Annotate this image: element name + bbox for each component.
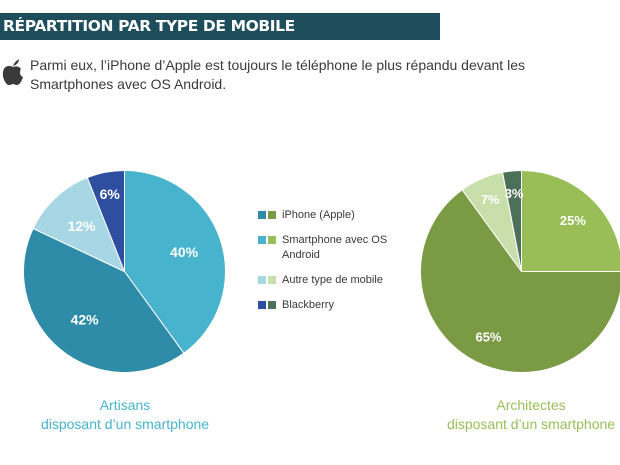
- pie-chart-artisans: 40% 42% 12%6%: [23, 169, 226, 373]
- section-title-bar: RÉPARTITION PAR TYPE DE MOBILE: [0, 13, 440, 40]
- pie-slice-blackberry: [501, 169, 522, 272]
- legend-swatch: [258, 236, 266, 244]
- pie-label-blackberry: 3%: [505, 186, 524, 201]
- legend-item-autre: Autre type de mobile: [258, 273, 398, 288]
- caption-artisans-line-2: disposant d’un smartphone: [40, 416, 210, 432]
- legend-label: Autre type de mobile: [282, 274, 383, 286]
- pie-label-autre: 12%: [68, 218, 97, 234]
- pie-slice-android: [124, 169, 226, 354]
- caption-artisans-line-1: Artisans: [99, 397, 151, 413]
- caption-architectes-line-1: Architectes: [496, 397, 566, 413]
- section-title: RÉPARTITION PAR TYPE DE MOBILE: [3, 17, 295, 35]
- caption-architectes-line-2: disposant d’un smartphone: [446, 416, 616, 432]
- apple-icon: [2, 59, 24, 85]
- legend-swatch: [258, 276, 266, 284]
- legend-swatch: [258, 211, 266, 219]
- pie-label-android: 40%: [170, 244, 199, 260]
- legend-item-blackberry: Blackberry: [258, 298, 398, 313]
- pie-label-iphone: 42%: [71, 312, 100, 328]
- intro-line-1: Parmi eux, l’iPhone d’Apple est toujours…: [30, 57, 525, 73]
- pie-slice-autre: [32, 176, 126, 273]
- caption-architectes: Architectes disposant d’un smartphone: [436, 396, 620, 434]
- intro-text: Parmi eux, l’iPhone d’Apple est toujours…: [30, 56, 550, 94]
- pie-chart-architectes: 25% 65% 7% 3%: [420, 169, 620, 373]
- legend: iPhone (Apple) Smartphone avec OS Androi…: [258, 208, 398, 323]
- legend-label: Blackberry: [282, 299, 334, 311]
- pie-slice-blackberry: [86, 169, 125, 272]
- pie-slice-iphone: [23, 227, 185, 373]
- caption-artisans: Artisans disposant d’un smartphone: [25, 396, 225, 434]
- legend-swatch: [268, 236, 276, 244]
- pie-slice-android: [521, 169, 620, 272]
- intro-line-2: Smartphones avec OS Android.: [30, 76, 227, 92]
- pie-label-autre: 7%: [481, 192, 500, 207]
- legend-swatch: [268, 276, 276, 284]
- legend-label: iPhone (Apple): [282, 209, 355, 221]
- pie-slice-iphone: [420, 189, 620, 373]
- legend-swatch: [268, 301, 276, 309]
- pie-label-iphone: 65%: [475, 329, 501, 344]
- pie-label-android: 25%: [560, 213, 586, 228]
- legend-item-iphone: iPhone (Apple): [258, 208, 398, 223]
- legend-item-android: Smartphone avec OS Android: [258, 233, 398, 263]
- legend-label: Smartphone avec OS Android: [282, 234, 388, 261]
- pie-label-blackberry: 6%: [100, 186, 121, 202]
- legend-swatch: [268, 211, 276, 219]
- legend-swatch: [258, 301, 266, 309]
